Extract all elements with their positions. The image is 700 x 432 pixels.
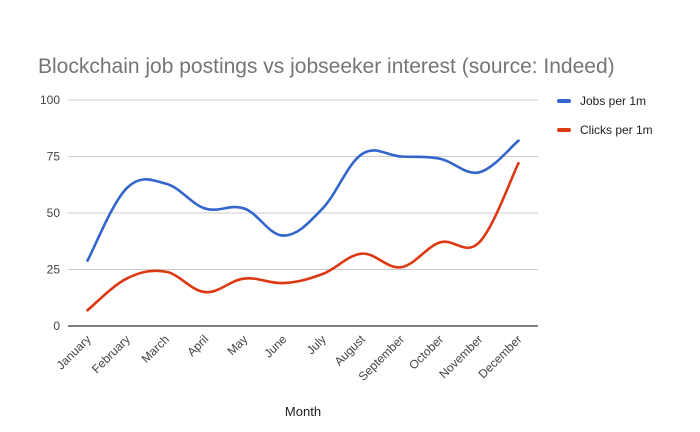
data-point (477, 241, 481, 244)
data-point (242, 207, 246, 210)
x-tick-label: July (304, 332, 329, 357)
x-tick-label: March (139, 332, 172, 365)
data-point (203, 207, 207, 210)
legend-label: Clicks per 1m (580, 123, 653, 137)
data-point (360, 252, 364, 255)
data-point (242, 277, 246, 280)
data-point (164, 182, 168, 185)
data-point (517, 161, 520, 165)
series-line-2 (86, 161, 520, 312)
y-tick-label: 25 (47, 263, 61, 277)
legend: Jobs per 1m Clicks per 1m (557, 94, 653, 137)
data-point (164, 270, 168, 274)
data-point (438, 241, 442, 244)
data-point (125, 277, 129, 280)
x-tick-label: January (54, 332, 94, 372)
data-point (477, 171, 481, 174)
data-point (86, 308, 89, 312)
legend-label: Jobs per 1m (580, 94, 646, 108)
x-axis-title: Month (285, 404, 321, 419)
data-point (517, 139, 520, 142)
legend-swatch (557, 128, 571, 132)
chart-title: Blockchain job postings vs jobseeker int… (38, 55, 615, 78)
data-point (399, 155, 403, 158)
legend-swatch (557, 99, 571, 103)
data-point (360, 152, 364, 156)
data-point (282, 281, 285, 285)
x-tick-label: December (475, 332, 524, 381)
data-point (438, 157, 442, 161)
y-tick-label: 100 (40, 93, 60, 107)
x-tick-label: June (261, 332, 290, 361)
data-point (321, 207, 324, 210)
x-tick-label: February (89, 332, 133, 376)
data-point (86, 259, 89, 262)
gridlines (68, 99, 538, 327)
x-tick-label: May (224, 332, 250, 358)
data-point (125, 186, 129, 190)
data-point (321, 272, 324, 276)
y-tick-label: 0 (53, 319, 60, 333)
x-tick-label: August (332, 332, 369, 369)
y-axis-ticks: 0 25 50 75 100 (40, 93, 60, 333)
data-point (203, 290, 207, 294)
x-tick-label: April (184, 332, 211, 359)
series-lines (86, 139, 520, 312)
y-tick-label: 50 (47, 206, 61, 220)
data-point (399, 265, 403, 269)
y-tick-label: 75 (47, 150, 61, 164)
data-point (282, 234, 285, 237)
